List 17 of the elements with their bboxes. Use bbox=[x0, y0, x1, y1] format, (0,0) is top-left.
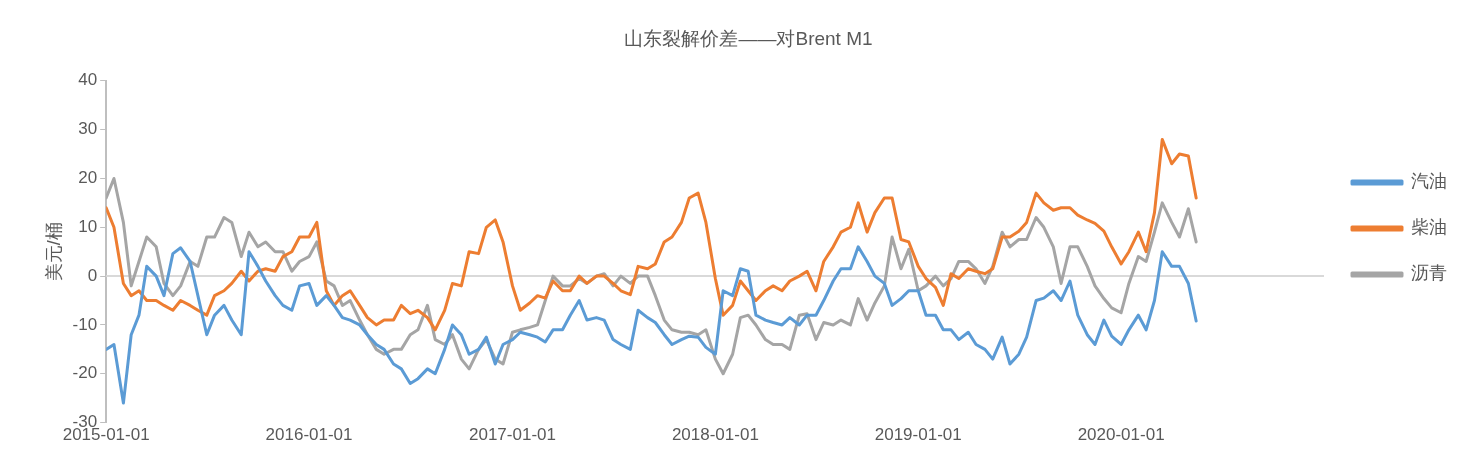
legend-label: 柴油 bbox=[1411, 217, 1447, 238]
chart-title: 山东裂解价差——对Brent M1 bbox=[624, 27, 873, 49]
x-tick-label: 2016-01-01 bbox=[265, 425, 353, 445]
y-tick-label: 0 bbox=[87, 265, 98, 285]
legend-label: 汽油 bbox=[1411, 171, 1447, 192]
x-tick-label: 2018-01-01 bbox=[671, 425, 759, 445]
x-tick-label: 2017-01-01 bbox=[469, 425, 556, 445]
legend-label: 沥青 bbox=[1411, 263, 1447, 284]
y-tick-label: 30 bbox=[78, 119, 98, 139]
y-tick-label: 20 bbox=[78, 168, 98, 188]
y-tick-label: -10 bbox=[72, 314, 98, 334]
x-tick-label: 2020-01-01 bbox=[1077, 425, 1165, 445]
y-axis-title: 美元/桶 bbox=[43, 222, 64, 282]
x-tick-label: 2019-01-01 bbox=[874, 425, 962, 445]
y-tick-label: 40 bbox=[78, 70, 98, 90]
y-tick-label: 10 bbox=[78, 216, 98, 236]
y-tick-label: -20 bbox=[72, 363, 98, 383]
